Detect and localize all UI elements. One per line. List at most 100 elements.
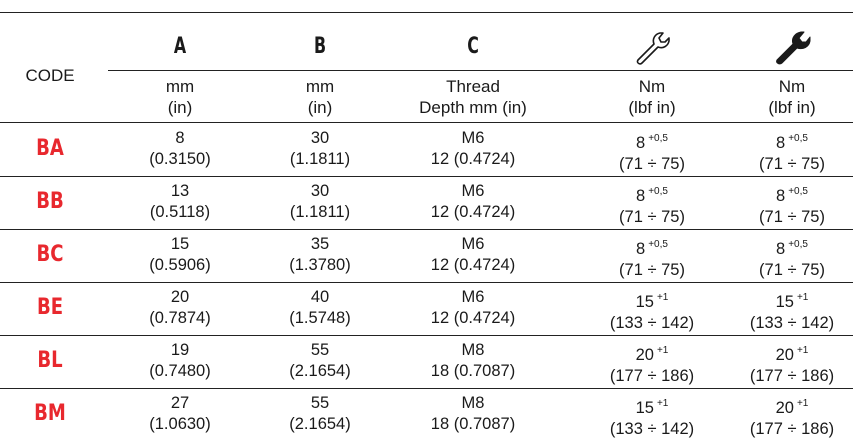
- cell-value-imperial: (2.1654): [289, 362, 351, 380]
- cell-value: 8: [776, 240, 786, 258]
- cell-value-imperial: (0.3150): [149, 150, 211, 168]
- table-cell: M6 12 (0.4724): [413, 181, 533, 223]
- tolerance-superscript: +0,5: [788, 239, 808, 250]
- open-wrench-icon: [636, 32, 670, 65]
- cell-value-imperial: (71 ÷ 75): [619, 261, 685, 279]
- cell-value: 8: [175, 129, 185, 147]
- cell-value: 30: [310, 182, 330, 200]
- cell-value-imperial: (71 ÷ 75): [759, 155, 825, 173]
- cell-value-imperial: (133 ÷ 142): [609, 420, 695, 438]
- col-c-unit: Thread Depth mm (in): [419, 77, 527, 117]
- col-d-unit: Nm (lbf in): [628, 77, 676, 117]
- tolerance-superscript: +1: [796, 345, 809, 356]
- cell-value-imperial: 12 (0.4724): [430, 256, 516, 274]
- cell-value-imperial: (0.5906): [149, 256, 211, 274]
- table-cell: 20 +1 (177 ÷ 186): [742, 340, 842, 387]
- row-code: BC: [36, 242, 64, 267]
- col-a-unit: mm (in): [165, 77, 195, 117]
- cell-value-imperial: (1.5748): [289, 309, 351, 327]
- row-divider: [0, 388, 853, 389]
- col-b-header: B: [313, 34, 327, 59]
- table-cell: 30 (1.1811): [270, 128, 370, 170]
- cell-value-imperial: (2.1654): [289, 415, 351, 433]
- row-code: BM: [34, 401, 66, 426]
- table-cell: 8 +0,5 (71 ÷ 75): [742, 128, 842, 175]
- cell-value: 55: [310, 394, 330, 412]
- tolerance-superscript: +1: [796, 292, 809, 303]
- cell-value-imperial: (177 ÷ 186): [749, 420, 835, 438]
- table-cell: 55 (2.1654): [270, 393, 370, 435]
- cell-value: 8: [636, 187, 646, 205]
- header-bottom-rule: [0, 122, 853, 123]
- table-cell: 8 +0,5 (71 ÷ 75): [602, 234, 702, 281]
- table-cell: M8 18 (0.7087): [413, 340, 533, 382]
- cell-value: M8: [461, 341, 485, 359]
- cell-value-imperial: 12 (0.4724): [430, 203, 516, 221]
- table-cell: M8 18 (0.7087): [413, 393, 533, 435]
- cell-value-imperial: (133 ÷ 142): [749, 314, 835, 332]
- cell-value: 8: [776, 134, 786, 152]
- col-c-header: C: [467, 34, 479, 59]
- row-code: BE: [36, 295, 64, 320]
- cell-value: 20: [775, 399, 794, 417]
- tolerance-superscript: +0,5: [788, 133, 808, 144]
- table-cell: 15 (0.5906): [130, 234, 230, 276]
- tolerance-superscript: +1: [656, 398, 669, 409]
- cell-value: 35: [310, 235, 330, 253]
- tolerance-superscript: +1: [796, 398, 809, 409]
- table-cell: 8 (0.3150): [130, 128, 230, 170]
- row-code: BB: [36, 189, 64, 214]
- cell-value: M6: [461, 288, 485, 306]
- cell-value: 20: [170, 288, 190, 306]
- cell-value-imperial: (1.0630): [149, 415, 211, 433]
- cell-value: M6: [461, 129, 485, 147]
- row-code: BL: [37, 348, 63, 373]
- tolerance-superscript: +0,5: [648, 186, 668, 197]
- cell-value-imperial: 18 (0.7087): [430, 415, 516, 433]
- top-rule: [0, 12, 853, 13]
- cell-value: 15: [635, 399, 654, 417]
- tolerance-superscript: +0,5: [648, 133, 668, 144]
- tolerance-superscript: +0,5: [648, 239, 668, 250]
- table-cell: 55 (2.1654): [270, 340, 370, 382]
- cell-value: 13: [170, 182, 190, 200]
- tolerance-superscript: +1: [656, 345, 669, 356]
- table-cell: M6 12 (0.4724): [413, 128, 533, 170]
- cell-value: 15: [635, 293, 654, 311]
- cell-value-imperial: 12 (0.4724): [430, 309, 516, 327]
- table-cell: 8 +0,5 (71 ÷ 75): [742, 181, 842, 228]
- table-cell: 19 (0.7480): [130, 340, 230, 382]
- table-cell: 13 (0.5118): [130, 181, 230, 223]
- cell-value-imperial: (71 ÷ 75): [619, 208, 685, 226]
- table-cell: M6 12 (0.4724): [413, 287, 533, 329]
- table-cell: 30 (1.1811): [270, 181, 370, 223]
- cell-value-imperial: (0.7874): [149, 309, 211, 327]
- tolerance-superscript: +1: [656, 292, 669, 303]
- row-divider: [0, 176, 853, 177]
- cell-value: 27: [170, 394, 190, 412]
- cell-value: 20: [635, 346, 654, 364]
- table-cell: 40 (1.5748): [270, 287, 370, 329]
- table-cell: 8 +0,5 (71 ÷ 75): [602, 181, 702, 228]
- cell-value: 20: [775, 346, 794, 364]
- tolerance-superscript: +0,5: [788, 186, 808, 197]
- code-header: CODE: [25, 66, 75, 85]
- table-cell: 8 +0,5 (71 ÷ 75): [742, 234, 842, 281]
- cell-value: 40: [310, 288, 330, 306]
- cell-value: 15: [775, 293, 794, 311]
- col-b-unit: mm (in): [305, 77, 335, 117]
- row-divider: [0, 335, 853, 336]
- cell-value-imperial: 18 (0.7087): [430, 362, 516, 380]
- table-cell: 15 +1 (133 ÷ 142): [742, 287, 842, 334]
- cell-value-imperial: (0.7480): [149, 362, 211, 380]
- table-cell: 15 +1 (133 ÷ 142): [602, 287, 702, 334]
- solid-wrench-icon: [776, 31, 811, 65]
- cell-value: 15: [170, 235, 190, 253]
- table-cell: 35 (1.3780): [270, 234, 370, 276]
- table-cell: M6 12 (0.4724): [413, 234, 533, 276]
- cell-value-imperial: (71 ÷ 75): [759, 261, 825, 279]
- cell-value: M6: [461, 182, 485, 200]
- cell-value-imperial: (177 ÷ 186): [609, 367, 695, 385]
- table-cell: 15 +1 (133 ÷ 142): [602, 393, 702, 440]
- cell-value: 8: [776, 187, 786, 205]
